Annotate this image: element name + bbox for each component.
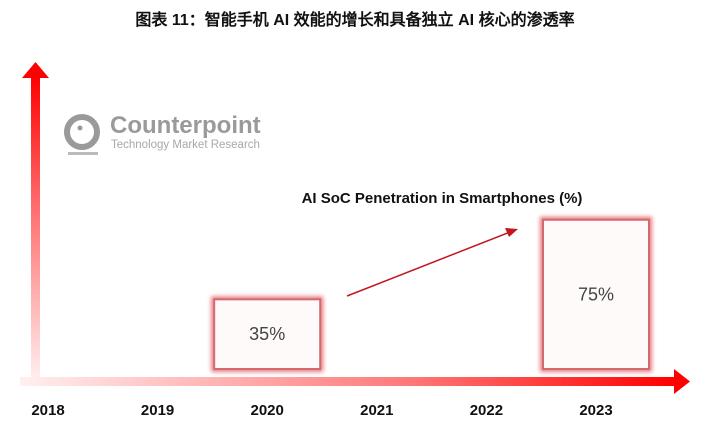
x-tick-label: 2023 xyxy=(579,402,612,419)
chart-title: AI SoC Penetration in Smartphones (%) xyxy=(302,190,583,207)
data-label: 35% xyxy=(249,324,285,344)
x-tick-label: 2022 xyxy=(470,402,503,419)
logo-name: Counterpoint xyxy=(110,112,261,139)
x-tick-label: 2019 xyxy=(141,402,174,419)
data-label: 75% xyxy=(578,284,614,304)
x-tick-label: 2020 xyxy=(251,402,284,419)
x-tick-label: 2018 xyxy=(31,402,64,419)
bar-2020: 35% xyxy=(211,296,324,373)
x-axis-arrow xyxy=(20,369,690,394)
logo-tagline: Technology Market Research xyxy=(111,139,260,151)
figure-title: 图表 11：智能手机 AI 效能的增长和具备独立 AI 核心的渗透率 xyxy=(135,12,575,29)
bar-2023: 75% xyxy=(540,216,652,372)
logo-mark-icon xyxy=(64,114,100,150)
x-tick-label: 2021 xyxy=(360,402,393,419)
y-axis-arrow xyxy=(22,62,49,381)
bar xyxy=(542,218,650,370)
trend-arrow xyxy=(346,228,518,297)
counterpoint-logo: Counterpoint Technology Market Research xyxy=(64,112,261,155)
bar xyxy=(213,298,322,371)
